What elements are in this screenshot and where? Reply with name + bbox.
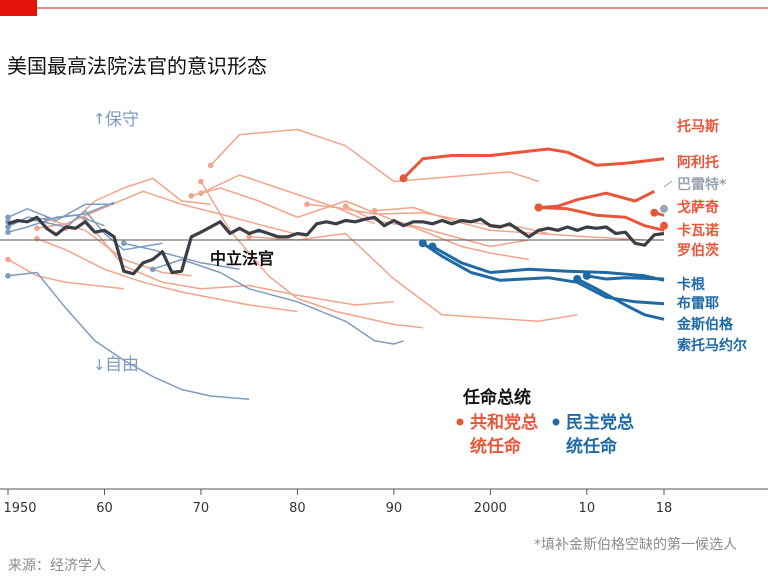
x-tick-label: 10 — [579, 501, 596, 516]
neutral-annotation: 中立法官 — [210, 249, 274, 268]
legend-heading: 任命总统 — [462, 387, 531, 408]
justice-start-dot — [650, 208, 659, 217]
justice-line — [431, 245, 665, 282]
former-justice-line — [36, 190, 308, 238]
direction-label-conservative: 保守 — [105, 110, 139, 130]
former-justice-line — [123, 242, 240, 271]
x-tick-label: 1950 — [3, 501, 36, 516]
former-justice-start-dot — [188, 193, 195, 199]
median-group — [7, 215, 665, 276]
former-justice-line — [191, 187, 530, 248]
justice-line — [538, 189, 656, 209]
direction-label-top: ↑ 保守 — [93, 110, 139, 130]
former-justice-start-dot — [34, 225, 40, 232]
justice-label: 卡瓦诺 — [677, 222, 719, 239]
justice-label: 索托马约尔 — [677, 337, 747, 354]
former-justice-line — [7, 258, 124, 290]
former-justice-start-dot — [371, 207, 378, 214]
former-justice-line — [36, 237, 298, 313]
legend-republican-label: 共和党总统任命 — [470, 412, 538, 457]
former-justice-line — [210, 128, 539, 183]
justice-label: 罗伯茨 — [677, 242, 719, 259]
former-justice-line — [249, 232, 578, 323]
former-justice-line — [65, 177, 211, 229]
justice-line — [402, 147, 665, 180]
arrow-down-icon: ↓ — [93, 356, 106, 374]
x-tick-label: 2000 — [474, 501, 507, 516]
justice-start-dot — [660, 221, 668, 230]
justice-label: 戈萨奇 — [677, 199, 719, 216]
justice-label: 布雷耶 — [677, 295, 719, 312]
justice-start-dot — [573, 275, 582, 283]
median-line — [7, 215, 665, 276]
former-justice-start-dot — [149, 266, 156, 273]
justice-line — [538, 206, 665, 232]
former-justice-start-dot — [5, 229, 11, 235]
former-justice-start-dot — [198, 178, 204, 185]
direction-label-bottom: ↓ 自由 — [93, 355, 139, 375]
former-justice-line — [84, 218, 394, 306]
legend-republican-dot — [456, 418, 464, 426]
former-justice-line — [7, 203, 115, 222]
former-justice-start-dot — [34, 235, 40, 242]
former-justice-start-dot — [5, 224, 11, 230]
former-justice-line — [200, 181, 423, 329]
former-justice-start-dot — [304, 201, 310, 208]
justice-line — [576, 277, 665, 321]
x-tick-label: 60 — [96, 501, 113, 516]
nominee-leader-line — [663, 180, 673, 188]
current-justices — [399, 147, 669, 321]
former-justice-start-dot — [246, 233, 252, 240]
arrow-up-icon: ↑ — [93, 110, 106, 128]
legend: 任命总统 共和党总统任命 民主党总统任命 — [456, 387, 634, 457]
justice-line — [586, 274, 665, 281]
former-justice-start-dot — [5, 214, 11, 221]
former-justice-line — [307, 203, 549, 235]
former-justice-start-dot — [207, 162, 214, 169]
direction-label-liberal: 自由 — [105, 355, 139, 375]
justice-start-dot — [534, 203, 543, 212]
justice-start-dot — [399, 174, 408, 183]
source-label: 来源：经济学人 — [8, 558, 106, 574]
justice-label: 阿利托 — [677, 154, 719, 171]
former-justice-start-dot — [198, 190, 204, 196]
justice-label: 金斯伯格 — [676, 316, 734, 333]
former-justice-start-dot — [342, 203, 349, 209]
justice-label: 卡根 — [677, 276, 706, 293]
former-justice-line — [152, 258, 404, 345]
justice-start-dot — [418, 239, 427, 248]
x-tick-label: 18 — [656, 501, 673, 516]
former-justice-line — [374, 206, 645, 241]
x-tick-label: 80 — [289, 501, 306, 516]
x-tick-label: 90 — [386, 501, 403, 516]
justice-line — [421, 242, 665, 306]
legend-democrat-dot — [552, 418, 560, 426]
justice-start-dot — [659, 203, 669, 214]
x-tick-label: 70 — [193, 501, 210, 516]
former-justice-start-dot — [5, 272, 11, 279]
legend-democrat-label: 民主党总统任命 — [566, 412, 634, 457]
former-justice-line — [7, 271, 250, 401]
former-justice-line — [200, 174, 375, 225]
justice-label: 托马斯 — [677, 118, 719, 135]
footnote: *填补金斯伯格空缺的第一候选人 — [534, 536, 737, 553]
x-axis: 1950 60 70 80 90 2000 10 18 — [0, 488, 768, 516]
justice-label: 巴雷特* — [677, 176, 727, 193]
justice-start-dot — [582, 271, 591, 280]
former-justice-start-dot — [120, 240, 127, 247]
chart-title: 美国最高法院法官的意识形态 — [7, 54, 267, 78]
former-justices — [5, 128, 645, 401]
former-justice-start-dot — [5, 256, 11, 263]
